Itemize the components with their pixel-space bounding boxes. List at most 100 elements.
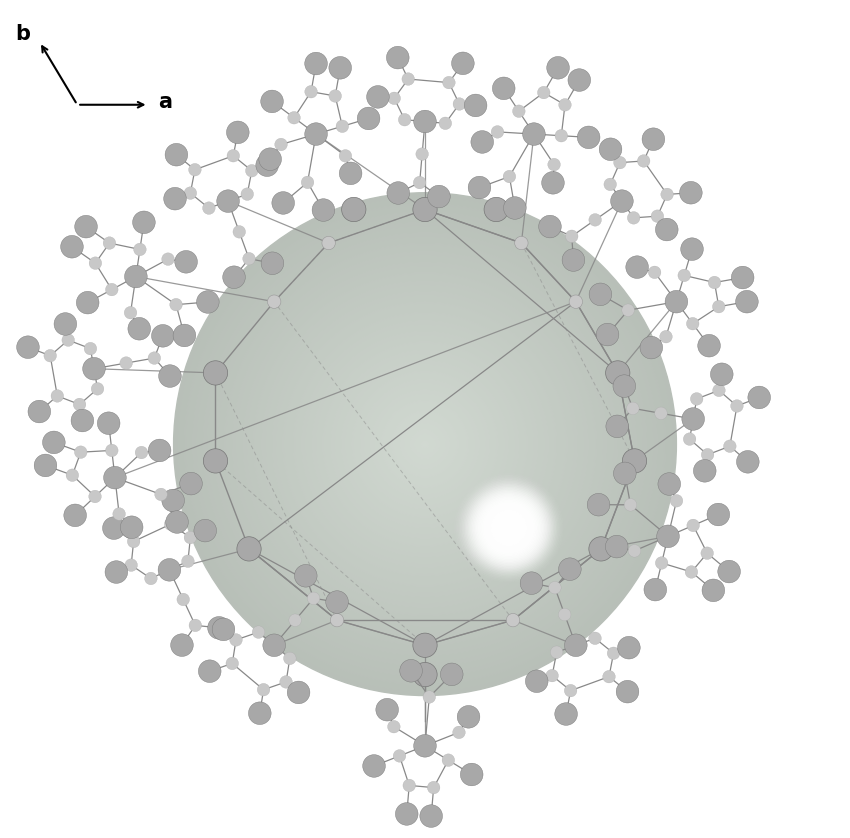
Circle shape — [611, 366, 625, 380]
Circle shape — [701, 448, 714, 461]
Circle shape — [416, 436, 434, 453]
Circle shape — [368, 387, 482, 501]
Circle shape — [493, 512, 525, 544]
Circle shape — [678, 269, 690, 282]
Circle shape — [459, 478, 558, 578]
Circle shape — [312, 199, 335, 221]
Circle shape — [299, 318, 551, 570]
Circle shape — [326, 591, 348, 613]
Circle shape — [413, 176, 426, 189]
Circle shape — [258, 277, 592, 612]
Circle shape — [233, 225, 246, 238]
Circle shape — [196, 216, 654, 672]
Circle shape — [148, 439, 171, 462]
Circle shape — [514, 236, 528, 250]
Circle shape — [60, 235, 83, 258]
Circle shape — [235, 253, 615, 635]
Circle shape — [54, 313, 76, 335]
Circle shape — [406, 426, 444, 463]
Circle shape — [420, 804, 443, 827]
Circle shape — [539, 215, 561, 238]
Circle shape — [477, 495, 541, 561]
Circle shape — [473, 493, 544, 563]
Circle shape — [712, 300, 725, 313]
Circle shape — [262, 281, 588, 608]
Circle shape — [186, 205, 664, 683]
Circle shape — [75, 215, 98, 238]
Circle shape — [389, 409, 461, 479]
Circle shape — [415, 434, 435, 455]
Circle shape — [241, 188, 253, 200]
Circle shape — [442, 754, 455, 767]
Circle shape — [162, 253, 174, 266]
Circle shape — [275, 293, 575, 595]
Circle shape — [411, 429, 439, 459]
Circle shape — [475, 494, 542, 561]
Circle shape — [654, 407, 667, 420]
Circle shape — [712, 384, 725, 396]
Circle shape — [309, 329, 541, 560]
Circle shape — [342, 198, 366, 221]
Circle shape — [305, 85, 317, 98]
Circle shape — [484, 503, 534, 553]
Circle shape — [184, 204, 666, 685]
Circle shape — [388, 406, 462, 482]
Circle shape — [606, 415, 628, 437]
Circle shape — [82, 357, 105, 380]
Circle shape — [180, 199, 670, 689]
Circle shape — [421, 440, 429, 448]
Circle shape — [203, 222, 647, 666]
Circle shape — [203, 448, 228, 473]
Circle shape — [490, 509, 528, 547]
Circle shape — [144, 572, 157, 585]
Circle shape — [164, 518, 177, 530]
Circle shape — [66, 469, 79, 482]
Circle shape — [599, 138, 622, 161]
Circle shape — [565, 230, 578, 242]
Circle shape — [98, 412, 120, 435]
Circle shape — [329, 90, 342, 102]
Circle shape — [354, 373, 496, 515]
Circle shape — [481, 500, 536, 556]
Circle shape — [358, 377, 492, 511]
Circle shape — [243, 262, 607, 627]
Circle shape — [638, 155, 650, 168]
Circle shape — [626, 402, 639, 415]
Circle shape — [377, 396, 473, 493]
Circle shape — [256, 154, 279, 177]
Circle shape — [28, 401, 51, 423]
Circle shape — [272, 292, 578, 597]
Circle shape — [343, 362, 507, 526]
Circle shape — [497, 516, 520, 540]
Circle shape — [523, 123, 545, 146]
Circle shape — [701, 547, 713, 560]
Circle shape — [383, 402, 467, 486]
Circle shape — [166, 510, 189, 533]
Circle shape — [207, 617, 230, 639]
Circle shape — [177, 593, 190, 606]
Circle shape — [376, 698, 399, 721]
Circle shape — [402, 73, 415, 85]
Circle shape — [605, 360, 630, 385]
Circle shape — [683, 433, 696, 446]
Circle shape — [492, 77, 515, 100]
Circle shape — [416, 147, 428, 160]
Circle shape — [293, 313, 557, 577]
Circle shape — [125, 559, 138, 572]
Circle shape — [400, 419, 451, 469]
Circle shape — [622, 304, 634, 317]
Circle shape — [404, 423, 446, 465]
Circle shape — [105, 444, 118, 457]
Circle shape — [213, 233, 637, 656]
Circle shape — [385, 405, 465, 484]
Circle shape — [395, 415, 455, 473]
Circle shape — [232, 251, 618, 637]
Circle shape — [270, 289, 580, 599]
Circle shape — [268, 287, 582, 602]
Circle shape — [604, 178, 616, 191]
Circle shape — [520, 572, 543, 594]
Circle shape — [388, 721, 400, 733]
Circle shape — [491, 510, 526, 546]
Circle shape — [413, 634, 437, 657]
Circle shape — [723, 440, 736, 453]
